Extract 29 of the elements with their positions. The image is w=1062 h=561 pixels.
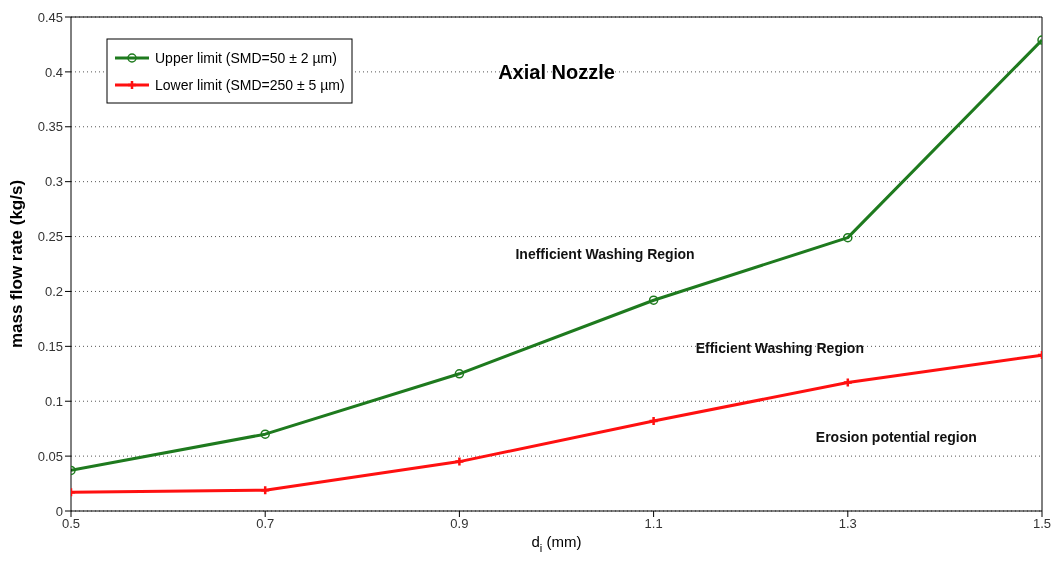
y-tick-label: 0.1 [44, 393, 63, 409]
x-tick-label: 1.5 [1032, 516, 1052, 532]
point [260, 429, 270, 439]
y-tick-label: 0.3 [44, 174, 63, 190]
x-tick-label: 0.5 [61, 516, 81, 532]
y-tick-label: 0.2 [44, 284, 63, 300]
y-tick-label: 0 [55, 503, 63, 519]
point [454, 456, 465, 467]
legend-label: Upper limit (SMD=50 ± 2 µm) [155, 50, 337, 66]
annotation: Erosion potential region [815, 428, 977, 445]
y-tick-label: 0.45 [37, 9, 63, 25]
point [843, 232, 853, 243]
legend-label: Lower limit (SMD=250 ± 5 µm) [155, 77, 345, 93]
y-axis-title: mass flow rate (kg/s) [7, 179, 26, 349]
y-tick-label: 0.15 [37, 338, 63, 354]
point [454, 369, 465, 379]
x-tick-label: 1.1 [644, 516, 663, 532]
point [648, 295, 659, 305]
y-tick-label: 0.4 [44, 64, 63, 80]
x-tick-label: 0.9 [450, 516, 469, 532]
y-tick-label: 0.05 [37, 448, 63, 464]
text: Axial Nozzle [498, 61, 615, 83]
x-tick-label: 0.7 [256, 516, 275, 532]
x-axis-title: d$_{i}$ (mm) [531, 533, 582, 554]
annotation: Inefficient Washing Region [515, 246, 695, 263]
y-tick-label: 0.35 [37, 119, 63, 135]
x-tick-label: 1.3 [838, 516, 857, 532]
annotation: Efficient Washing Region [695, 339, 864, 356]
y-tick-label: 0.25 [37, 229, 63, 245]
